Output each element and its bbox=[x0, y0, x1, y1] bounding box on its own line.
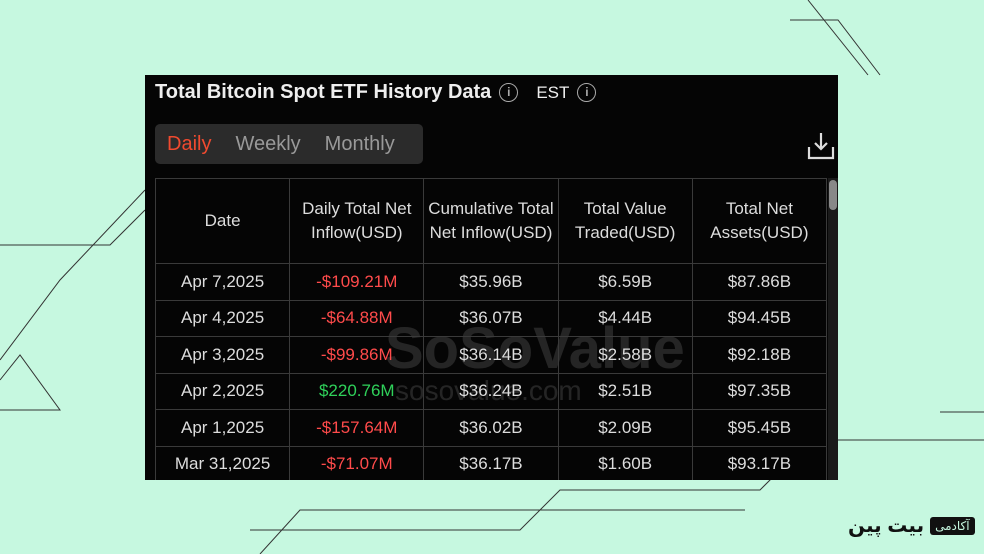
info-icon[interactable]: i bbox=[499, 83, 519, 102]
title: Total Bitcoin Spot ETF History Data bbox=[155, 81, 492, 103]
column-header: Date bbox=[154, 178, 291, 264]
table-cell: $4.44B bbox=[557, 299, 693, 337]
table-cell: Apr 2,2025 bbox=[154, 372, 291, 410]
table-row: Mar 31,2025 -$71.07M $36.17B $1.60B $93.17B bbox=[154, 445, 828, 480]
timezone[interactable]: EST bbox=[536, 83, 570, 102]
table-row: Apr 7,2025 -$109.21M $35.96B $6.59B $87.86B bbox=[154, 263, 828, 301]
tab[interactable]: Weekly bbox=[235, 132, 301, 155]
table-row: Apr 1,2025 -$157.64M $36.02B $2.09B $95.45B bbox=[154, 409, 828, 447]
tab[interactable]: Monthly bbox=[324, 132, 395, 155]
history-table: Date Daily Total Net Inflow(USD) Cumulativ… bbox=[154, 178, 828, 480]
table-cell: -$109.21M bbox=[289, 263, 425, 301]
table-cell: $93.17B bbox=[691, 445, 828, 480]
table-cell: $1.60B bbox=[557, 445, 693, 480]
table-cell: $36.07B bbox=[423, 299, 559, 337]
table-row: Apr 4,2025 -$64.88M $36.07B $4.44B $94.45B bbox=[154, 299, 828, 337]
table-cell: -$157.64M bbox=[289, 409, 425, 447]
scroll-thumb[interactable] bbox=[829, 180, 837, 210]
table-cell: Apr 7,2025 bbox=[154, 263, 291, 301]
column-header: Cumulative Total Net Inflow(USD) bbox=[423, 178, 559, 264]
table-cell: $2.58B bbox=[557, 336, 693, 374]
table-cell: $6.59B bbox=[557, 263, 693, 301]
table-row: Apr 2,2025 $220.76M $36.24B $2.51B $97.35B bbox=[154, 372, 828, 410]
table-cell: $94.45B bbox=[691, 299, 828, 337]
info-icon[interactable]: i bbox=[577, 83, 597, 102]
table-cell: $36.17B bbox=[423, 445, 559, 480]
logo-name: بیت پین bbox=[848, 515, 925, 537]
table-cell: Apr 4,2025 bbox=[154, 299, 291, 337]
table-cell: $36.14B bbox=[423, 336, 559, 374]
table-cell: $36.24B bbox=[423, 372, 559, 410]
etf-panel: Total Bitcoin Spot ETF History Data i EST i… bbox=[145, 75, 838, 480]
table-cell: $2.09B bbox=[557, 409, 693, 447]
table-cell: $2.51B bbox=[557, 372, 693, 410]
table-cell: $95.45B bbox=[691, 409, 828, 447]
table-cell: Apr 3,2025 bbox=[154, 336, 291, 374]
download-button[interactable] bbox=[807, 131, 835, 161]
table-cell: $35.96B bbox=[423, 263, 559, 301]
logo: آکادمی بیت پین bbox=[848, 513, 975, 538]
table-cell: $87.86B bbox=[691, 263, 828, 301]
table-cell: $36.02B bbox=[423, 409, 559, 447]
scrollbar[interactable] bbox=[828, 178, 838, 480]
tab[interactable]: Daily bbox=[167, 132, 212, 155]
column-header: Total Value Traded(USD) bbox=[557, 178, 693, 264]
table-cell: $220.76M bbox=[289, 372, 425, 410]
table-row: Apr 3,2025 -$99.86M $36.14B $2.58B $92.18B bbox=[154, 336, 828, 374]
column-header: Total Net Assets(USD) bbox=[691, 178, 828, 264]
tab-bar: Daily Weekly Monthly bbox=[155, 124, 423, 164]
table-cell: -$71.07M bbox=[289, 445, 425, 480]
table-cell: Apr 1,2025 bbox=[154, 409, 291, 447]
table-cell: $97.35B bbox=[691, 372, 828, 410]
table-cell: -$64.88M bbox=[289, 299, 425, 337]
table-cell: $92.18B bbox=[691, 336, 828, 374]
column-header: Daily Total Net Inflow(USD) bbox=[289, 178, 425, 264]
table-cell: Mar 31,2025 bbox=[154, 445, 291, 480]
header-row: Date Daily Total Net Inflow(USD) Cumulativ… bbox=[154, 178, 828, 264]
logo-tag: آکادمی bbox=[930, 516, 975, 535]
header: Total Bitcoin Spot ETF History Data i EST i bbox=[155, 81, 597, 104]
table-cell: -$99.86M bbox=[289, 336, 425, 374]
